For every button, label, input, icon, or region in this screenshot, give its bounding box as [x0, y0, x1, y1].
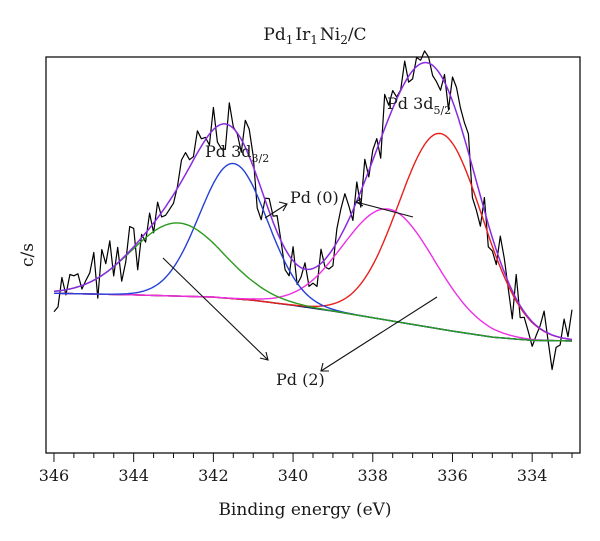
raw-data-line	[53, 50, 573, 371]
x-tick-label: 340	[278, 466, 309, 485]
y-axis-label: c/s	[18, 243, 38, 267]
component-pd-2-3d3-2-line	[53, 222, 573, 342]
annotations: Pd 3d3/2 Pd 3d5/2 Pd (0) Pd (2)	[162, 94, 451, 389]
arrow-pd0-left	[264, 203, 288, 219]
x-tick-label: 336	[437, 466, 468, 485]
arrow-pd2-right-head	[320, 362, 329, 372]
envelope-line	[53, 61, 573, 341]
annotation-pd0: Pd (0)	[290, 188, 339, 207]
chart-title: Pd1 Ir1 Ni2/C	[263, 25, 366, 47]
annotation-pd2: Pd (2)	[276, 370, 325, 389]
plot-lines	[53, 50, 573, 371]
component-pd-2-3d5-2-line	[54, 208, 572, 342]
x-tick-label: 342	[198, 466, 229, 485]
arrow-pd2-right	[320, 296, 438, 372]
x-tick-label: 338	[358, 466, 389, 485]
x-axis: 346 344 342 340 338 336 334	[39, 453, 573, 485]
annotation-pd-3d32: Pd 3d3/2	[205, 142, 269, 165]
x-tick-label: 344	[118, 466, 149, 485]
x-axis-label: Binding energy (eV)	[218, 500, 391, 520]
arrow-pd0-right	[355, 201, 414, 218]
arrow-pd2-left	[162, 257, 269, 361]
arrow-pd0-right-head	[354, 197, 364, 207]
arrow-pd0-left-head	[278, 201, 288, 212]
x-tick-label: 334	[517, 466, 548, 485]
x-tick-label: 346	[39, 466, 70, 485]
annotation-pd-3d52: Pd 3d5/2	[387, 94, 451, 117]
arrow-pd2-left-head	[259, 351, 269, 361]
